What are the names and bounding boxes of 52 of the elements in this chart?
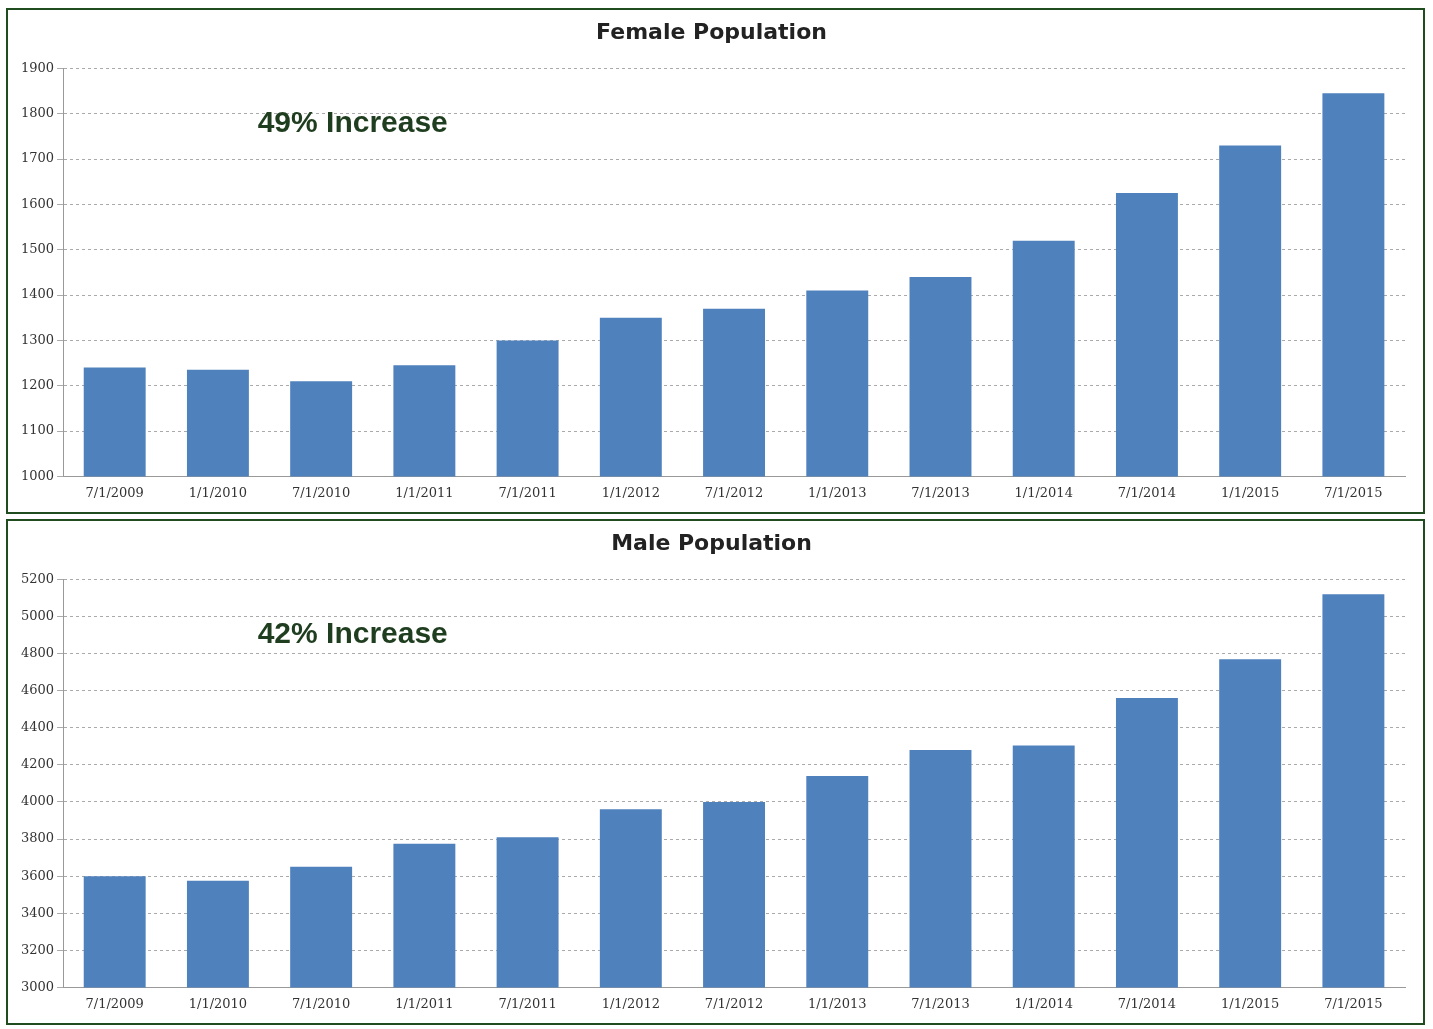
x-tick-label: 7/1/2013 [911,484,970,500]
x-tick-label: 1/1/2013 [808,995,867,1011]
y-tick-label: 3800 [20,830,55,846]
x-tick-label: 7/1/2010 [291,995,351,1011]
y-tick-label: 1100 [20,422,55,438]
x-tick-label: 7/1/2014 [1117,484,1177,500]
x-tick-label: 7/1/2009 [85,484,144,500]
x-tick-label: 1/1/2014 [1014,484,1073,500]
x-tick-label: 7/1/2014 [1117,995,1177,1011]
x-tick-label: 1/1/2010 [188,484,248,500]
y-tick-label: 4400 [20,719,55,735]
x-tick-label: 1/1/2011 [395,484,454,500]
y-tick-label: 1000 [20,467,55,483]
y-tick-label: 1300 [20,331,55,347]
x-tick-label: 1/1/2013 [808,484,867,500]
x-tick-label: 1/1/2011 [395,995,454,1011]
x-tick-label: 7/1/2010 [291,484,351,500]
y-tick-label: 1900 [20,59,55,75]
x-tick-label: 1/1/2012 [601,484,661,500]
x-tick-label: 7/1/2015 [1324,484,1383,500]
y-tick-label: 5200 [20,570,55,586]
y-tick-label: 3000 [20,978,55,994]
y-tick-label: 3200 [20,941,55,957]
y-tick-label: 1200 [20,377,55,393]
y-tick-label: 1700 [20,150,55,166]
x-tick-label: 1/1/2010 [188,995,248,1011]
x-tick-label: 1/1/2012 [601,995,661,1011]
x-tick-label: 7/1/2009 [85,995,144,1011]
y-tick-label: 1400 [20,286,55,302]
y-tick-label: 1600 [20,195,55,211]
y-tick-label: 4000 [20,793,55,809]
y-tick-label: 3600 [20,867,55,883]
x-tick-label: 7/1/2013 [911,995,970,1011]
x-tick-label: 7/1/2012 [704,484,764,500]
annotation: 49% Increase [257,104,448,138]
y-tick-label: 1500 [20,241,55,257]
y-tick-label: 4600 [20,682,55,698]
x-tick-label: 1/1/2015 [1220,995,1280,1011]
x-tick-label: 1/1/2015 [1220,484,1280,500]
y-tick-label: 5000 [20,607,55,623]
y-tick-label: 3400 [20,904,55,920]
x-tick-label: 1/1/2014 [1014,995,1073,1011]
annotation: 42% Increase [257,615,448,649]
y-tick-label: 1800 [20,105,55,121]
chart-title: Male Population [611,529,812,555]
y-tick-label: 4200 [20,756,55,772]
x-tick-label: 7/1/2015 [1324,995,1383,1011]
x-tick-label: 7/1/2012 [704,995,764,1011]
x-tick-label: 7/1/2011 [498,995,557,1011]
chart-title: Female Population [596,18,827,44]
x-tick-label: 7/1/2011 [498,484,557,500]
y-tick-label: 4800 [20,644,55,660]
